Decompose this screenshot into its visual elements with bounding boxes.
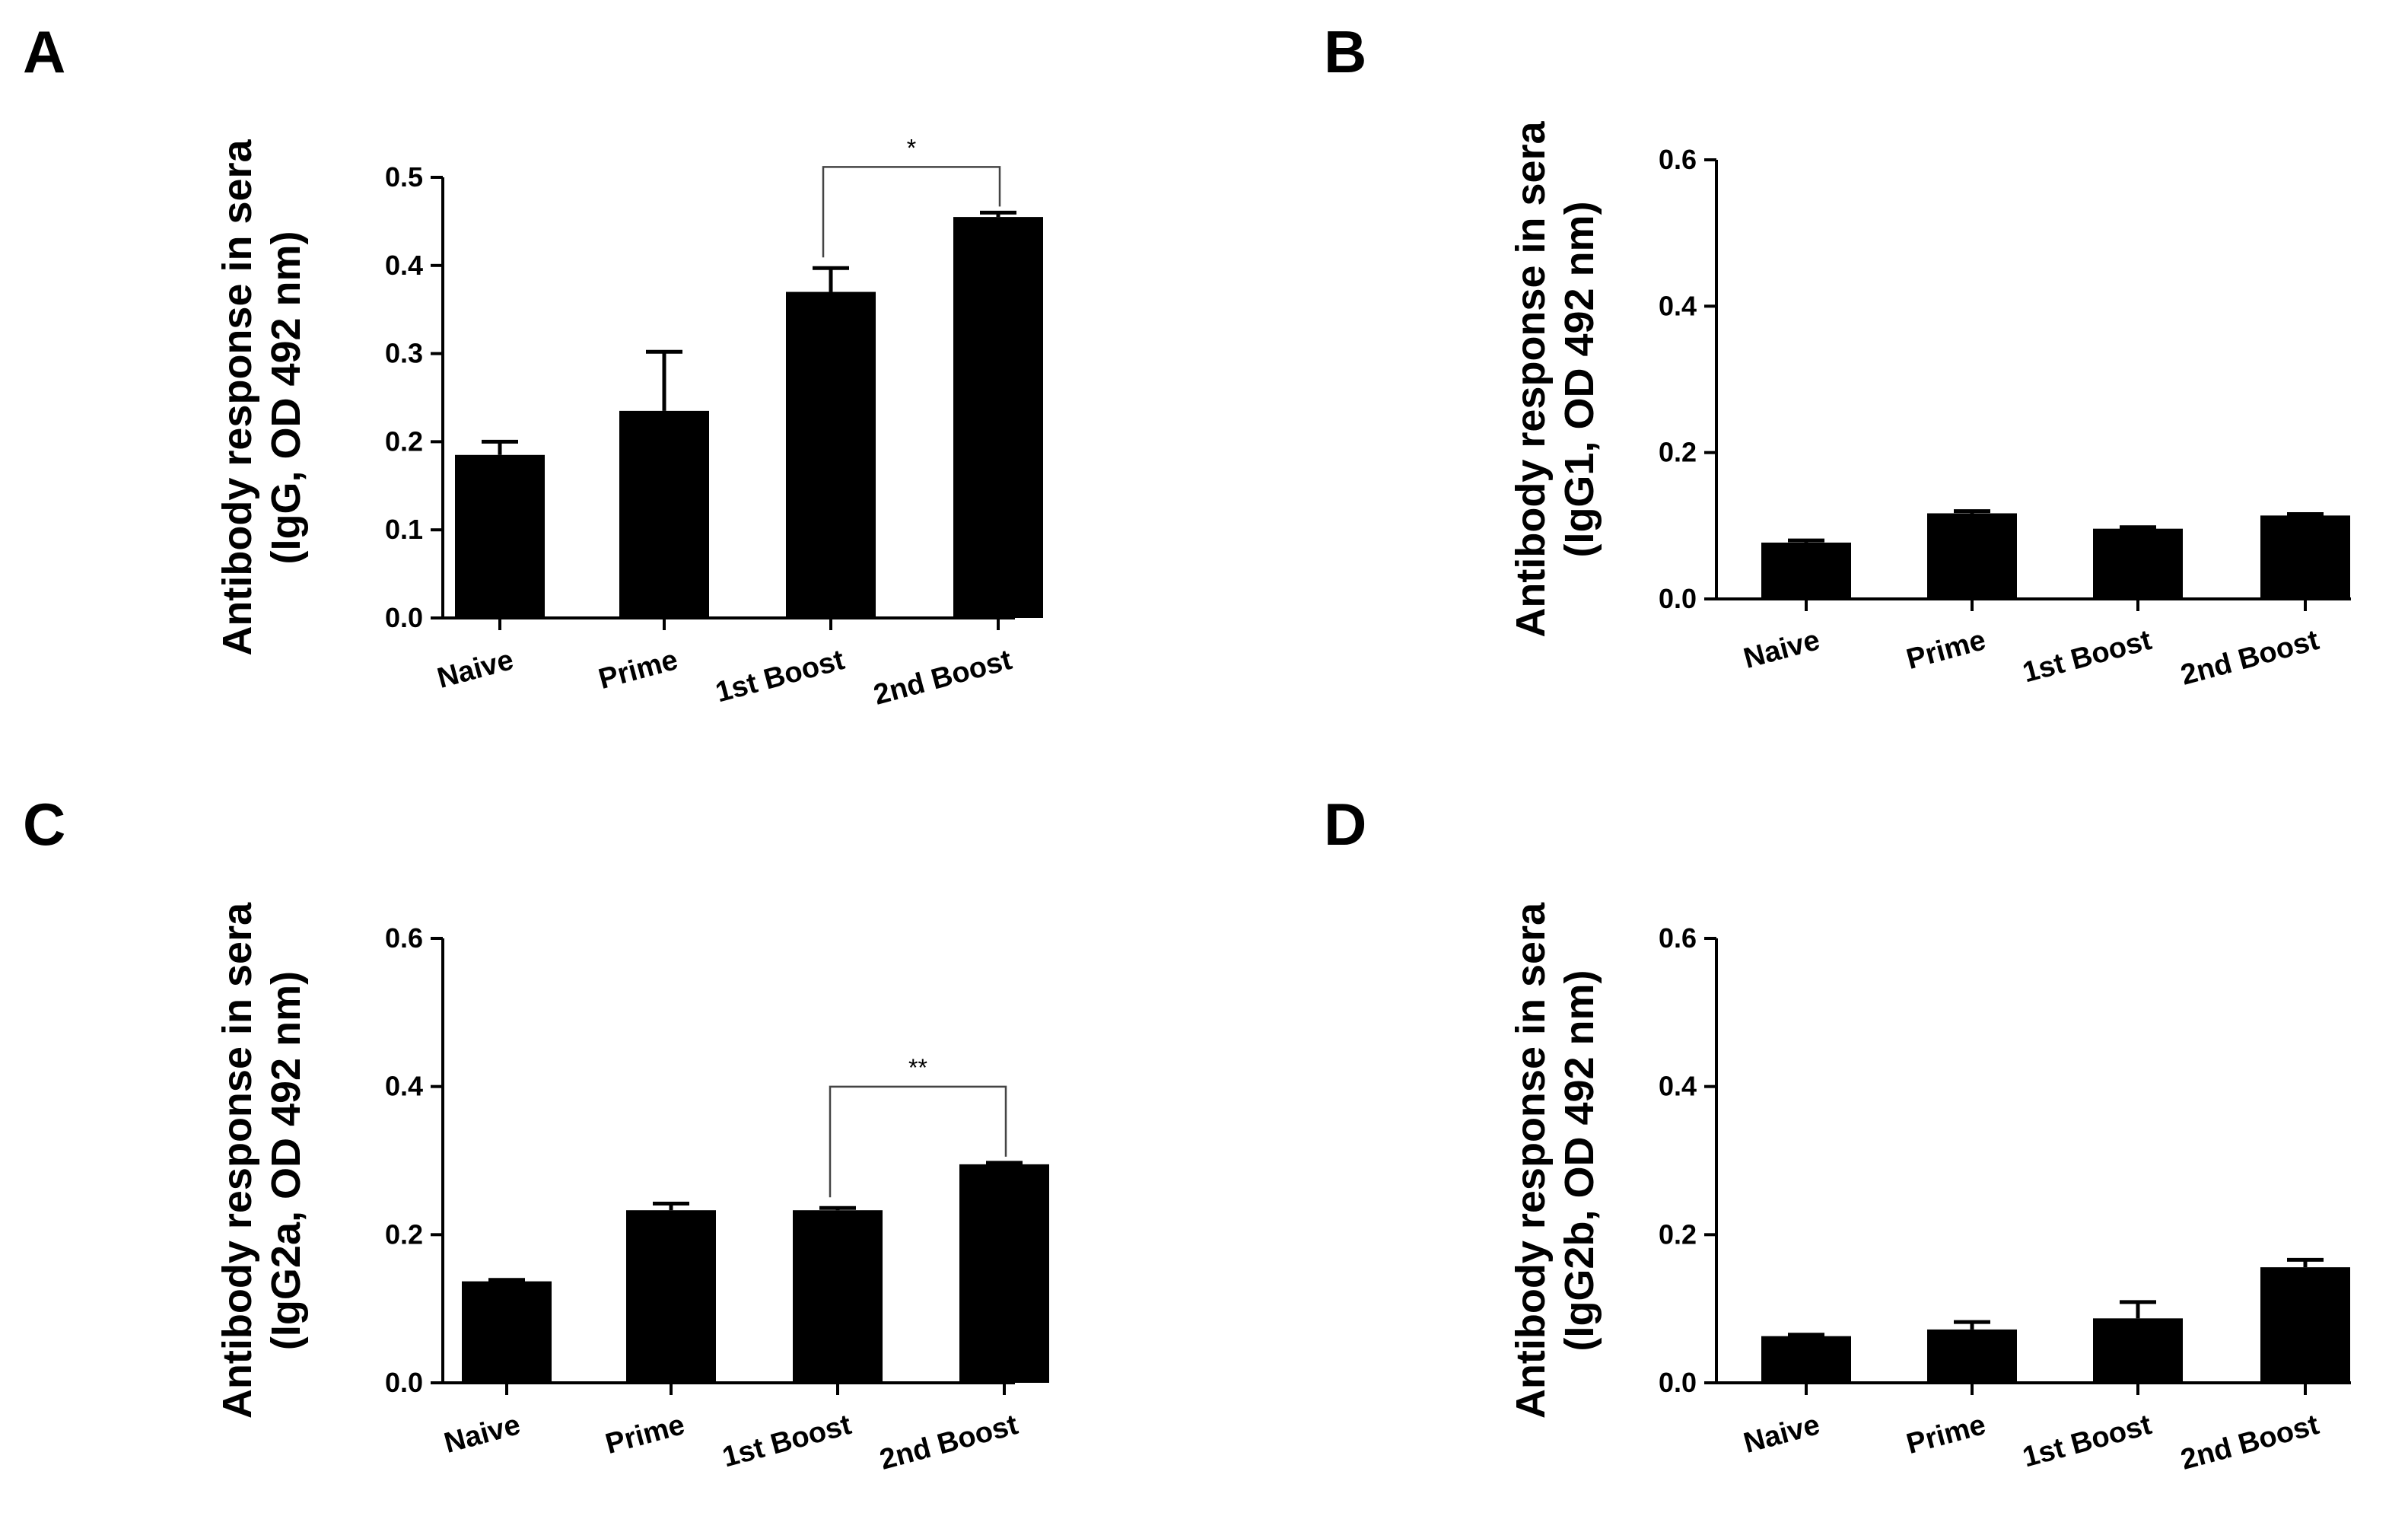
bar-2nd-boost (2260, 1267, 2350, 1383)
significance-label: ** (908, 1054, 927, 1081)
y-tick-label: 0.4 (1659, 1071, 1697, 1102)
bar-prime (626, 1210, 716, 1383)
y-tick-label: 0.4 (385, 1071, 423, 1102)
bar-prime (1927, 513, 2017, 599)
x-category-label: Naive (1741, 624, 1824, 675)
x-category-label: 1st Boost (2019, 624, 2155, 689)
y-axis-label-line1: Antibody response in sera (1508, 902, 1554, 1419)
y-tick-label: 0.4 (385, 250, 423, 281)
x-category-label: Prime (595, 644, 681, 696)
y-tick-label: 0.0 (1659, 1367, 1697, 1398)
y-tick-label: 0.2 (385, 1218, 423, 1250)
bar-2nd-boost (953, 217, 1043, 618)
bar-2nd-boost (2260, 515, 2350, 599)
significance-bracket (829, 1085, 1007, 1198)
y-axis-label-line2: (IgG2b, OD 492 nm) (1557, 970, 1602, 1351)
y-tick-label: 0.0 (385, 1367, 423, 1398)
panel-letter-d: D (1324, 791, 1366, 858)
x-category-label: Naive (441, 1409, 524, 1460)
x-category-label: Prime (602, 1409, 688, 1460)
bar-1st-boost (2093, 528, 2183, 599)
y-tick-label: 0.2 (1659, 1218, 1697, 1250)
bar-naive (455, 454, 545, 618)
panel-b: B Antibody response in sera (IgG1, OD 492 … (1324, 18, 2351, 692)
bar-naive (462, 1281, 552, 1383)
x-category-label: 2nd Boost (2177, 624, 2323, 692)
bar-naive (1761, 542, 1851, 599)
x-category-label: 1st Boost (719, 1409, 854, 1473)
y-axis-label-line2: (IgG, OD 492 nm) (263, 231, 309, 564)
y-tick-label: 0.6 (1659, 922, 1697, 954)
bar-1st-boost (786, 291, 876, 618)
x-category-label: 2nd Boost (870, 644, 1016, 712)
x-category-label: 1st Boost (712, 644, 848, 709)
y-axis-label-line1: Antibody response in sera (215, 902, 260, 1419)
panel-c: C Antibody response in sera (IgG2a, OD 492… (23, 791, 1049, 1476)
bar-2nd-boost (959, 1164, 1049, 1383)
x-category-label: Naive (1741, 1409, 1824, 1460)
y-tick-label: 0.0 (1659, 583, 1697, 614)
x-category-label: Prime (1903, 1409, 1989, 1460)
panel-a: A Antibody response in sera (IgG, OD 492 n… (23, 18, 1043, 712)
y-tick-label: 0.6 (385, 922, 423, 954)
significance-bracket (822, 166, 1001, 258)
x-category-label: 1st Boost (2019, 1409, 2155, 1473)
bar-1st-boost (793, 1210, 883, 1383)
y-tick-label: 0.4 (1659, 290, 1697, 321)
y-axis-label-line1: Antibody response in sera (1508, 120, 1554, 637)
panel-d: D Antibody response in sera (IgG2b, OD 492… (1324, 791, 2351, 1476)
panel-letter-a: A (23, 18, 65, 85)
x-category-label: Naive (434, 644, 517, 695)
y-tick-label: 0.2 (385, 425, 423, 457)
y-tick-label: 0.1 (385, 514, 423, 545)
significance-label: * (907, 134, 916, 161)
y-tick-label: 0.2 (1659, 437, 1697, 468)
bar-prime (619, 410, 709, 618)
y-tick-label: 0.5 (385, 161, 423, 193)
panel-letter-b: B (1324, 18, 1366, 85)
x-category-label: 2nd Boost (876, 1409, 1022, 1476)
y-tick-label: 0.6 (1659, 144, 1697, 175)
y-axis-label-line2: (IgG2a, OD 492 nm) (263, 971, 309, 1350)
panel-letter-c: C (23, 791, 65, 858)
x-category-label: 2nd Boost (2177, 1409, 2323, 1476)
bar-1st-boost (2093, 1318, 2183, 1383)
y-tick-label: 0.0 (385, 602, 423, 633)
bar-prime (1927, 1329, 2017, 1383)
bar-naive (1761, 1336, 1851, 1383)
x-category-label: Prime (1903, 624, 1989, 676)
y-tick-label: 0.3 (385, 338, 423, 369)
y-axis-label-line1: Antibody response in sera (215, 139, 260, 655)
y-axis-label-line2: (IgG1, OD 492 nm) (1557, 201, 1602, 557)
